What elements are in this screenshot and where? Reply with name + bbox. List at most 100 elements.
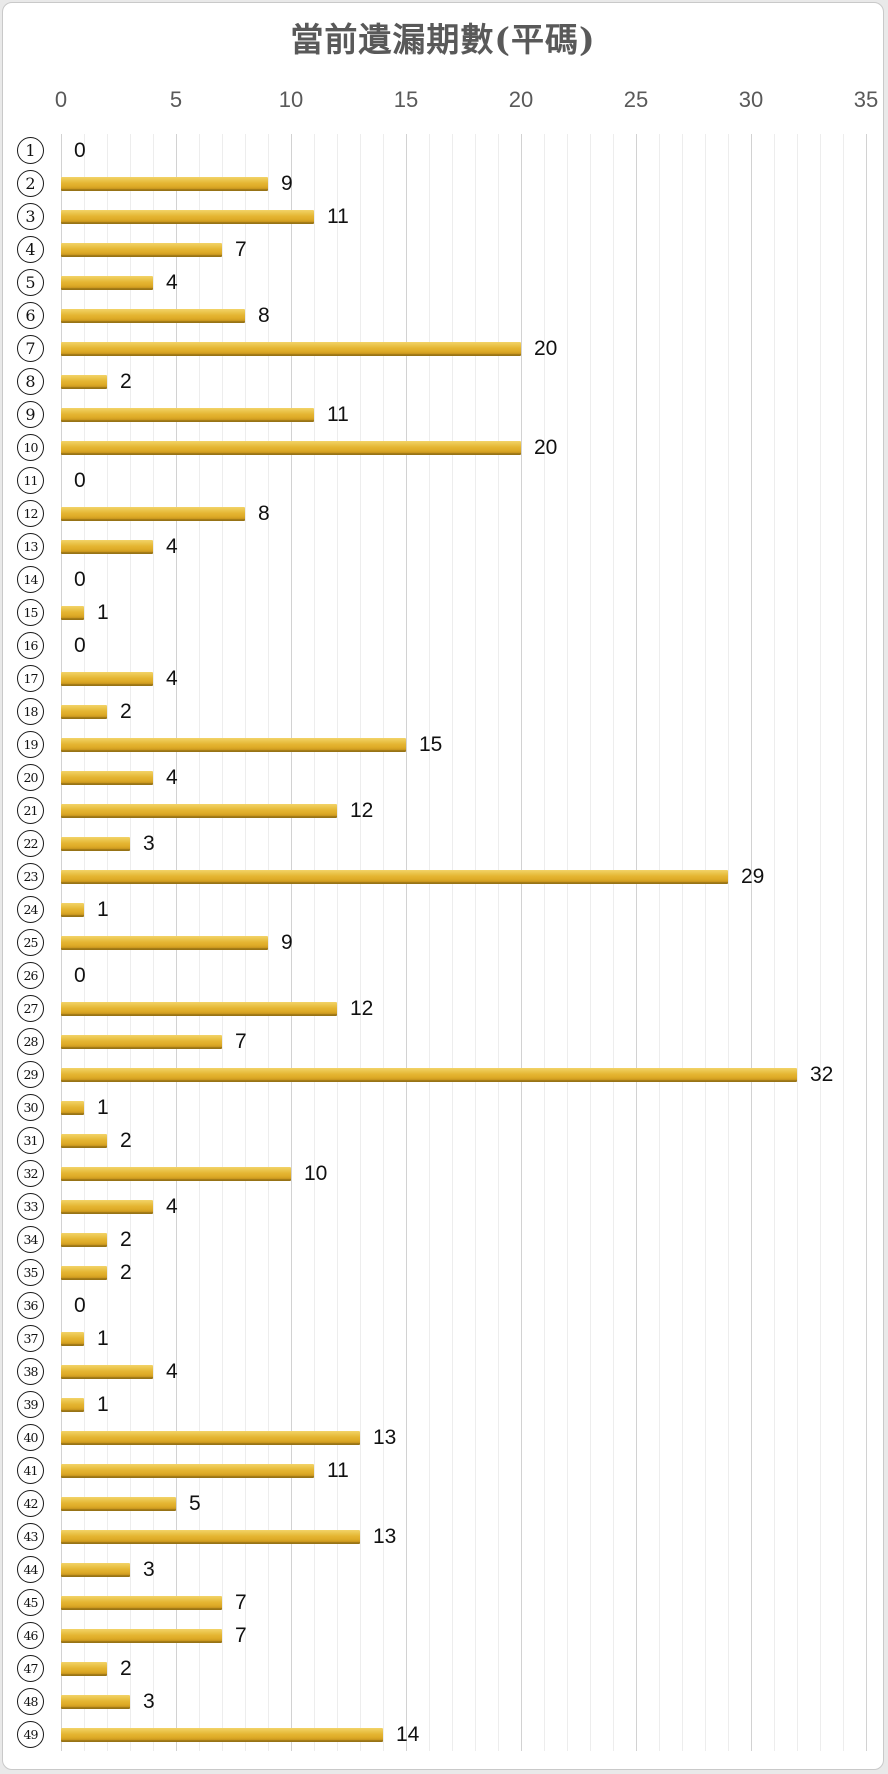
value-label: 1 <box>97 1392 109 1416</box>
value-label: 9 <box>281 171 293 195</box>
value-label: 2 <box>120 1128 132 1152</box>
value-label: 12 <box>350 798 374 822</box>
bar <box>61 1133 107 1148</box>
category-label-circled-number: 27 <box>17 995 44 1022</box>
value-label: 4 <box>166 666 178 690</box>
value-label: 2 <box>120 369 132 393</box>
category-label-circled-number: 45 <box>17 1589 44 1616</box>
bar <box>61 770 153 785</box>
value-label: 7 <box>235 1590 247 1614</box>
bar <box>61 1001 337 1016</box>
chart-row: 31 2 <box>3 1124 883 1157</box>
value-label: 1 <box>97 1095 109 1119</box>
bar <box>61 704 107 719</box>
chart-row: 18 2 <box>3 695 883 728</box>
value-label: 0 <box>74 567 86 591</box>
category-label-circled-number: 19 <box>17 731 44 758</box>
value-label: 4 <box>166 270 178 294</box>
value-label: 13 <box>373 1425 397 1449</box>
category-label-circled-number: 11 <box>17 467 44 494</box>
bar <box>61 1034 222 1049</box>
chart-row: 15 1 <box>3 596 883 629</box>
bar <box>61 869 728 884</box>
chart-row: 11 0 <box>3 464 883 497</box>
value-label: 20 <box>534 336 558 360</box>
bar <box>61 1232 107 1247</box>
category-label-circled-number: 20 <box>17 764 44 791</box>
value-label: 1 <box>97 600 109 624</box>
value-label: 4 <box>166 534 178 558</box>
value-label: 13 <box>373 1524 397 1548</box>
category-label-circled-number: 24 <box>17 896 44 923</box>
category-label-circled-number: 1 <box>17 137 44 164</box>
bar <box>61 1529 360 1544</box>
bar <box>61 1628 222 1643</box>
chart-row: 24 1 <box>3 893 883 926</box>
bar <box>61 1496 176 1511</box>
chart-row: 36 0 <box>3 1289 883 1322</box>
value-label: 4 <box>166 765 178 789</box>
category-label-circled-number: 28 <box>17 1028 44 1055</box>
x-axis-tick-label: 0 <box>54 87 68 112</box>
bar <box>61 1463 314 1478</box>
category-label-circled-number: 26 <box>17 962 44 989</box>
category-label-circled-number: 10 <box>17 434 44 461</box>
bar <box>61 209 314 224</box>
category-label-circled-number: 22 <box>17 830 44 857</box>
bar <box>61 1265 107 1280</box>
value-label: 1 <box>97 1326 109 1350</box>
chart-row: 29 32 <box>3 1058 883 1091</box>
category-label-circled-number: 12 <box>17 500 44 527</box>
category-label-circled-number: 15 <box>17 599 44 626</box>
bar <box>61 605 84 620</box>
bar <box>61 803 337 818</box>
category-label-circled-number: 31 <box>17 1127 44 1154</box>
value-label: 11 <box>327 402 349 426</box>
chart-row: 42 5 <box>3 1487 883 1520</box>
category-label-circled-number: 18 <box>17 698 44 725</box>
category-label-circled-number: 9 <box>17 401 44 428</box>
bar <box>61 935 268 950</box>
chart-row: 23 29 <box>3 860 883 893</box>
chart-row: 10 20 <box>3 431 883 464</box>
bar <box>61 440 521 455</box>
chart-row: 34 2 <box>3 1223 883 1256</box>
category-label-circled-number: 35 <box>17 1259 44 1286</box>
category-label-circled-number: 21 <box>17 797 44 824</box>
x-axis-tick-label: 5 <box>169 87 183 112</box>
bar <box>61 539 153 554</box>
category-label-circled-number: 47 <box>17 1655 44 1682</box>
bar <box>61 671 153 686</box>
category-label-circled-number: 13 <box>17 533 44 560</box>
value-label: 4 <box>166 1194 178 1218</box>
chart-row: 41 11 <box>3 1454 883 1487</box>
value-label: 0 <box>74 138 86 162</box>
chart-row: 22 3 <box>3 827 883 860</box>
chart-row: 25 9 <box>3 926 883 959</box>
chart-row: 13 4 <box>3 530 883 563</box>
value-label: 8 <box>258 501 270 525</box>
category-label-circled-number: 23 <box>17 863 44 890</box>
bar <box>61 1199 153 1214</box>
value-label: 11 <box>327 204 349 228</box>
category-label-circled-number: 39 <box>17 1391 44 1418</box>
category-label-circled-number: 48 <box>17 1688 44 1715</box>
bar <box>61 1727 383 1742</box>
category-label-circled-number: 33 <box>17 1193 44 1220</box>
chart-row: 12 8 <box>3 497 883 530</box>
chart-row: 19 15 <box>3 728 883 761</box>
category-label-circled-number: 3 <box>17 203 44 230</box>
category-label-circled-number: 8 <box>17 368 44 395</box>
bar <box>61 902 84 917</box>
category-label-circled-number: 29 <box>17 1061 44 1088</box>
value-label: 2 <box>120 1227 132 1251</box>
x-axis-labels: 0 5 10 15 20 25 30 35 <box>55 87 878 117</box>
bar <box>61 407 314 422</box>
chart-rows: 1 0 2 9 3 11 4 7 5 4 6 8 7 20 8 2 9 11 10 20 11 0 12 8 13 4 14 0 15 1… <box>3 134 883 1751</box>
bar <box>61 1100 84 1115</box>
chart-row: 49 14 <box>3 1718 883 1751</box>
category-label-circled-number: 43 <box>17 1523 44 1550</box>
